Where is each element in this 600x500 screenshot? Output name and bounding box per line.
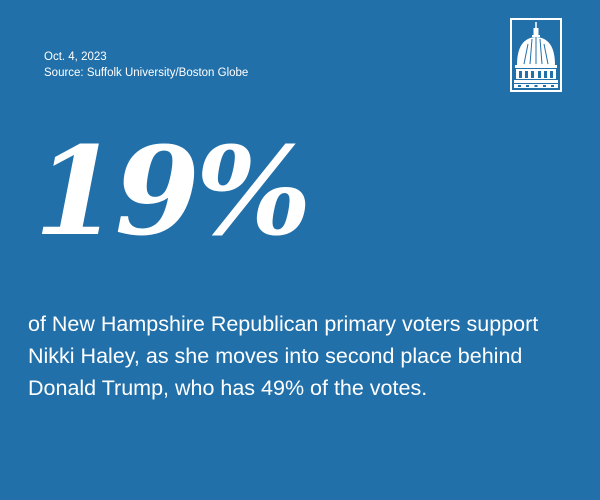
statistic-description: of New Hampshire Republican primary vote… — [28, 312, 539, 400]
source-label: Source: Suffolk University/Boston Globe — [44, 67, 249, 79]
source-info: Oct. 4, 2023 Source: Suffolk University/… — [44, 49, 248, 81]
date-label: Oct. 4, 2023 — [44, 51, 107, 63]
capitol-dome-icon — [510, 18, 562, 92]
headline-statistic: 19% — [34, 119, 312, 263]
